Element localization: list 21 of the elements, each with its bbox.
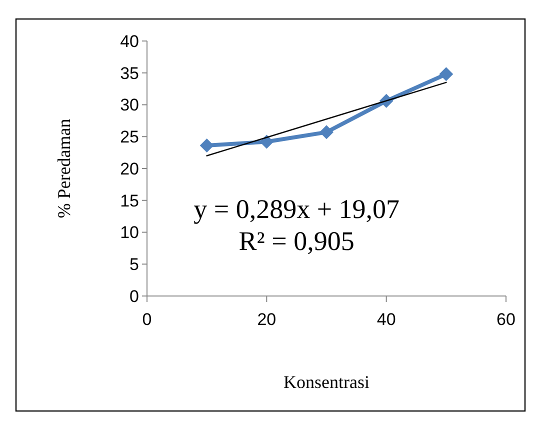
x-tick-label: 0 bbox=[142, 310, 152, 329]
y-tick-label: 40 bbox=[120, 32, 139, 51]
point bbox=[439, 67, 454, 82]
y-tick-label: 20 bbox=[120, 159, 139, 178]
x-axis-title: Konsentrasi bbox=[284, 372, 370, 392]
y-tick-label: 25 bbox=[120, 128, 139, 147]
y-tick-label: 35 bbox=[120, 64, 139, 83]
point bbox=[260, 134, 274, 149]
y-tick-label: 10 bbox=[120, 223, 139, 242]
y-tick-label: 15 bbox=[120, 191, 139, 210]
x-tick-label: 40 bbox=[376, 310, 396, 329]
annotation: y = 0,289x + 19,07 bbox=[194, 194, 400, 224]
point bbox=[320, 125, 334, 140]
point bbox=[200, 138, 214, 153]
y-tick-label: 0 bbox=[130, 286, 139, 306]
y-tick-label: 30 bbox=[120, 96, 139, 115]
x-tick-label: 60 bbox=[496, 310, 516, 329]
y-axis-title: % Peredaman bbox=[54, 118, 74, 218]
x-tick-label: 20 bbox=[257, 310, 276, 329]
annotation: R² = 0,905 bbox=[238, 226, 354, 256]
y-tick-label: 5 bbox=[130, 255, 139, 274]
